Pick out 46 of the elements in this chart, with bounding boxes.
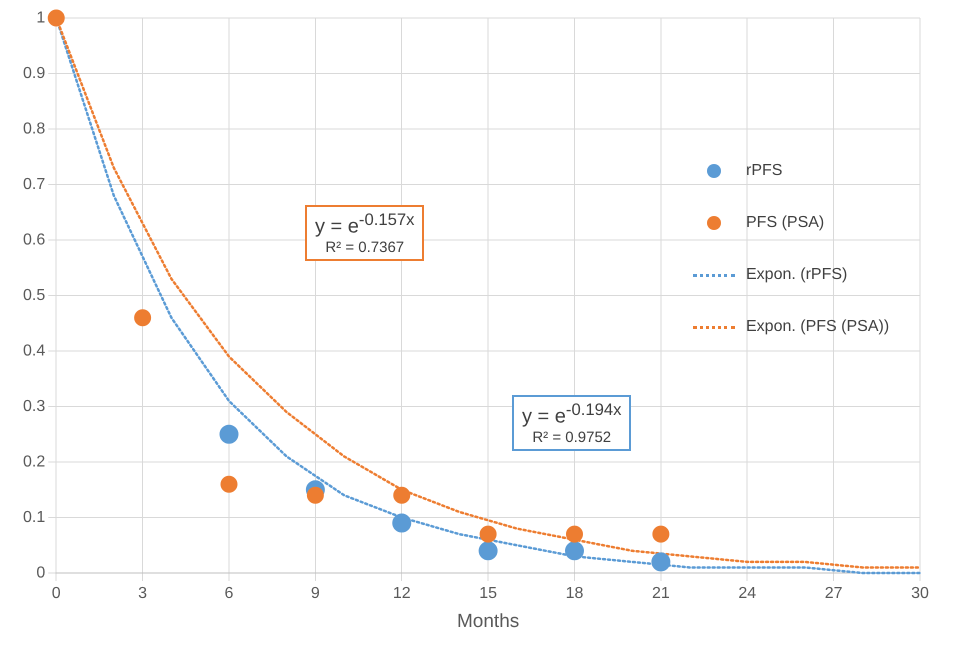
- annotation: R² = 0.7367: [324, 238, 406, 256]
- point: [564, 541, 584, 560]
- y-tick-label: 0.2: [22, 453, 46, 470]
- y-tick-label: 0.5: [22, 286, 46, 304]
- x-tick-label: 18: [566, 585, 584, 602]
- point: [48, 10, 65, 26]
- annotation: y = e$^{-0.157x}$: [315, 210, 414, 239]
- y-tick-label: 0.6: [22, 231, 46, 248]
- point: [478, 541, 498, 560]
- point: [566, 526, 583, 543]
- x-tick-label: 12: [392, 585, 411, 602]
- y-tick-label: 0.1: [22, 508, 46, 526]
- y-tick-label: 0.7: [22, 176, 46, 193]
- legend-label: rPFS: [746, 162, 782, 180]
- x-tick-label: 0: [52, 585, 61, 602]
- x-tick-label: 3: [138, 585, 148, 602]
- y-tick-label: 0.3: [22, 398, 46, 415]
- x-tick-label: 9: [310, 585, 320, 602]
- point: [219, 424, 238, 444]
- y-tick-label: 0.8: [22, 120, 46, 138]
- annotation: R² = 0.9752: [531, 428, 612, 446]
- equation-box: y = e$^{-0.157x}$ R² = 0.7367: [305, 205, 424, 261]
- point: [134, 309, 152, 326]
- point: [480, 526, 497, 543]
- x-tick-label: 6: [224, 585, 234, 602]
- point: [652, 526, 670, 543]
- x-tick-label: 27: [824, 585, 843, 602]
- y-tick-label: 0.4: [22, 342, 46, 360]
- legend-label: Expon. (rPFS): [746, 266, 848, 284]
- y-tick-label: 1: [36, 9, 46, 26]
- x-axis-title: Months: [456, 610, 520, 632]
- point: [306, 486, 324, 504]
- equation-box: y = e$^{-0.194x}$ R² = 0.9752: [512, 395, 632, 451]
- y-tick-label: 0: [36, 564, 46, 582]
- legend-label: Expon. (PFS (PSA)): [746, 318, 890, 336]
- legend-label: PFS (PSA): [746, 214, 824, 232]
- annotation: y = e$^{-0.194x}$: [522, 400, 622, 429]
- point: [393, 486, 410, 504]
- point: [220, 476, 238, 493]
- x-tick-label: 30: [911, 585, 929, 602]
- point: [651, 552, 670, 572]
- point: [392, 514, 412, 533]
- y-tick-label: 0.9: [22, 64, 46, 82]
- x-tick-label: 24: [738, 585, 756, 602]
- x-tick-label: 15: [479, 585, 498, 602]
- x-tick-label: 21: [652, 585, 670, 602]
